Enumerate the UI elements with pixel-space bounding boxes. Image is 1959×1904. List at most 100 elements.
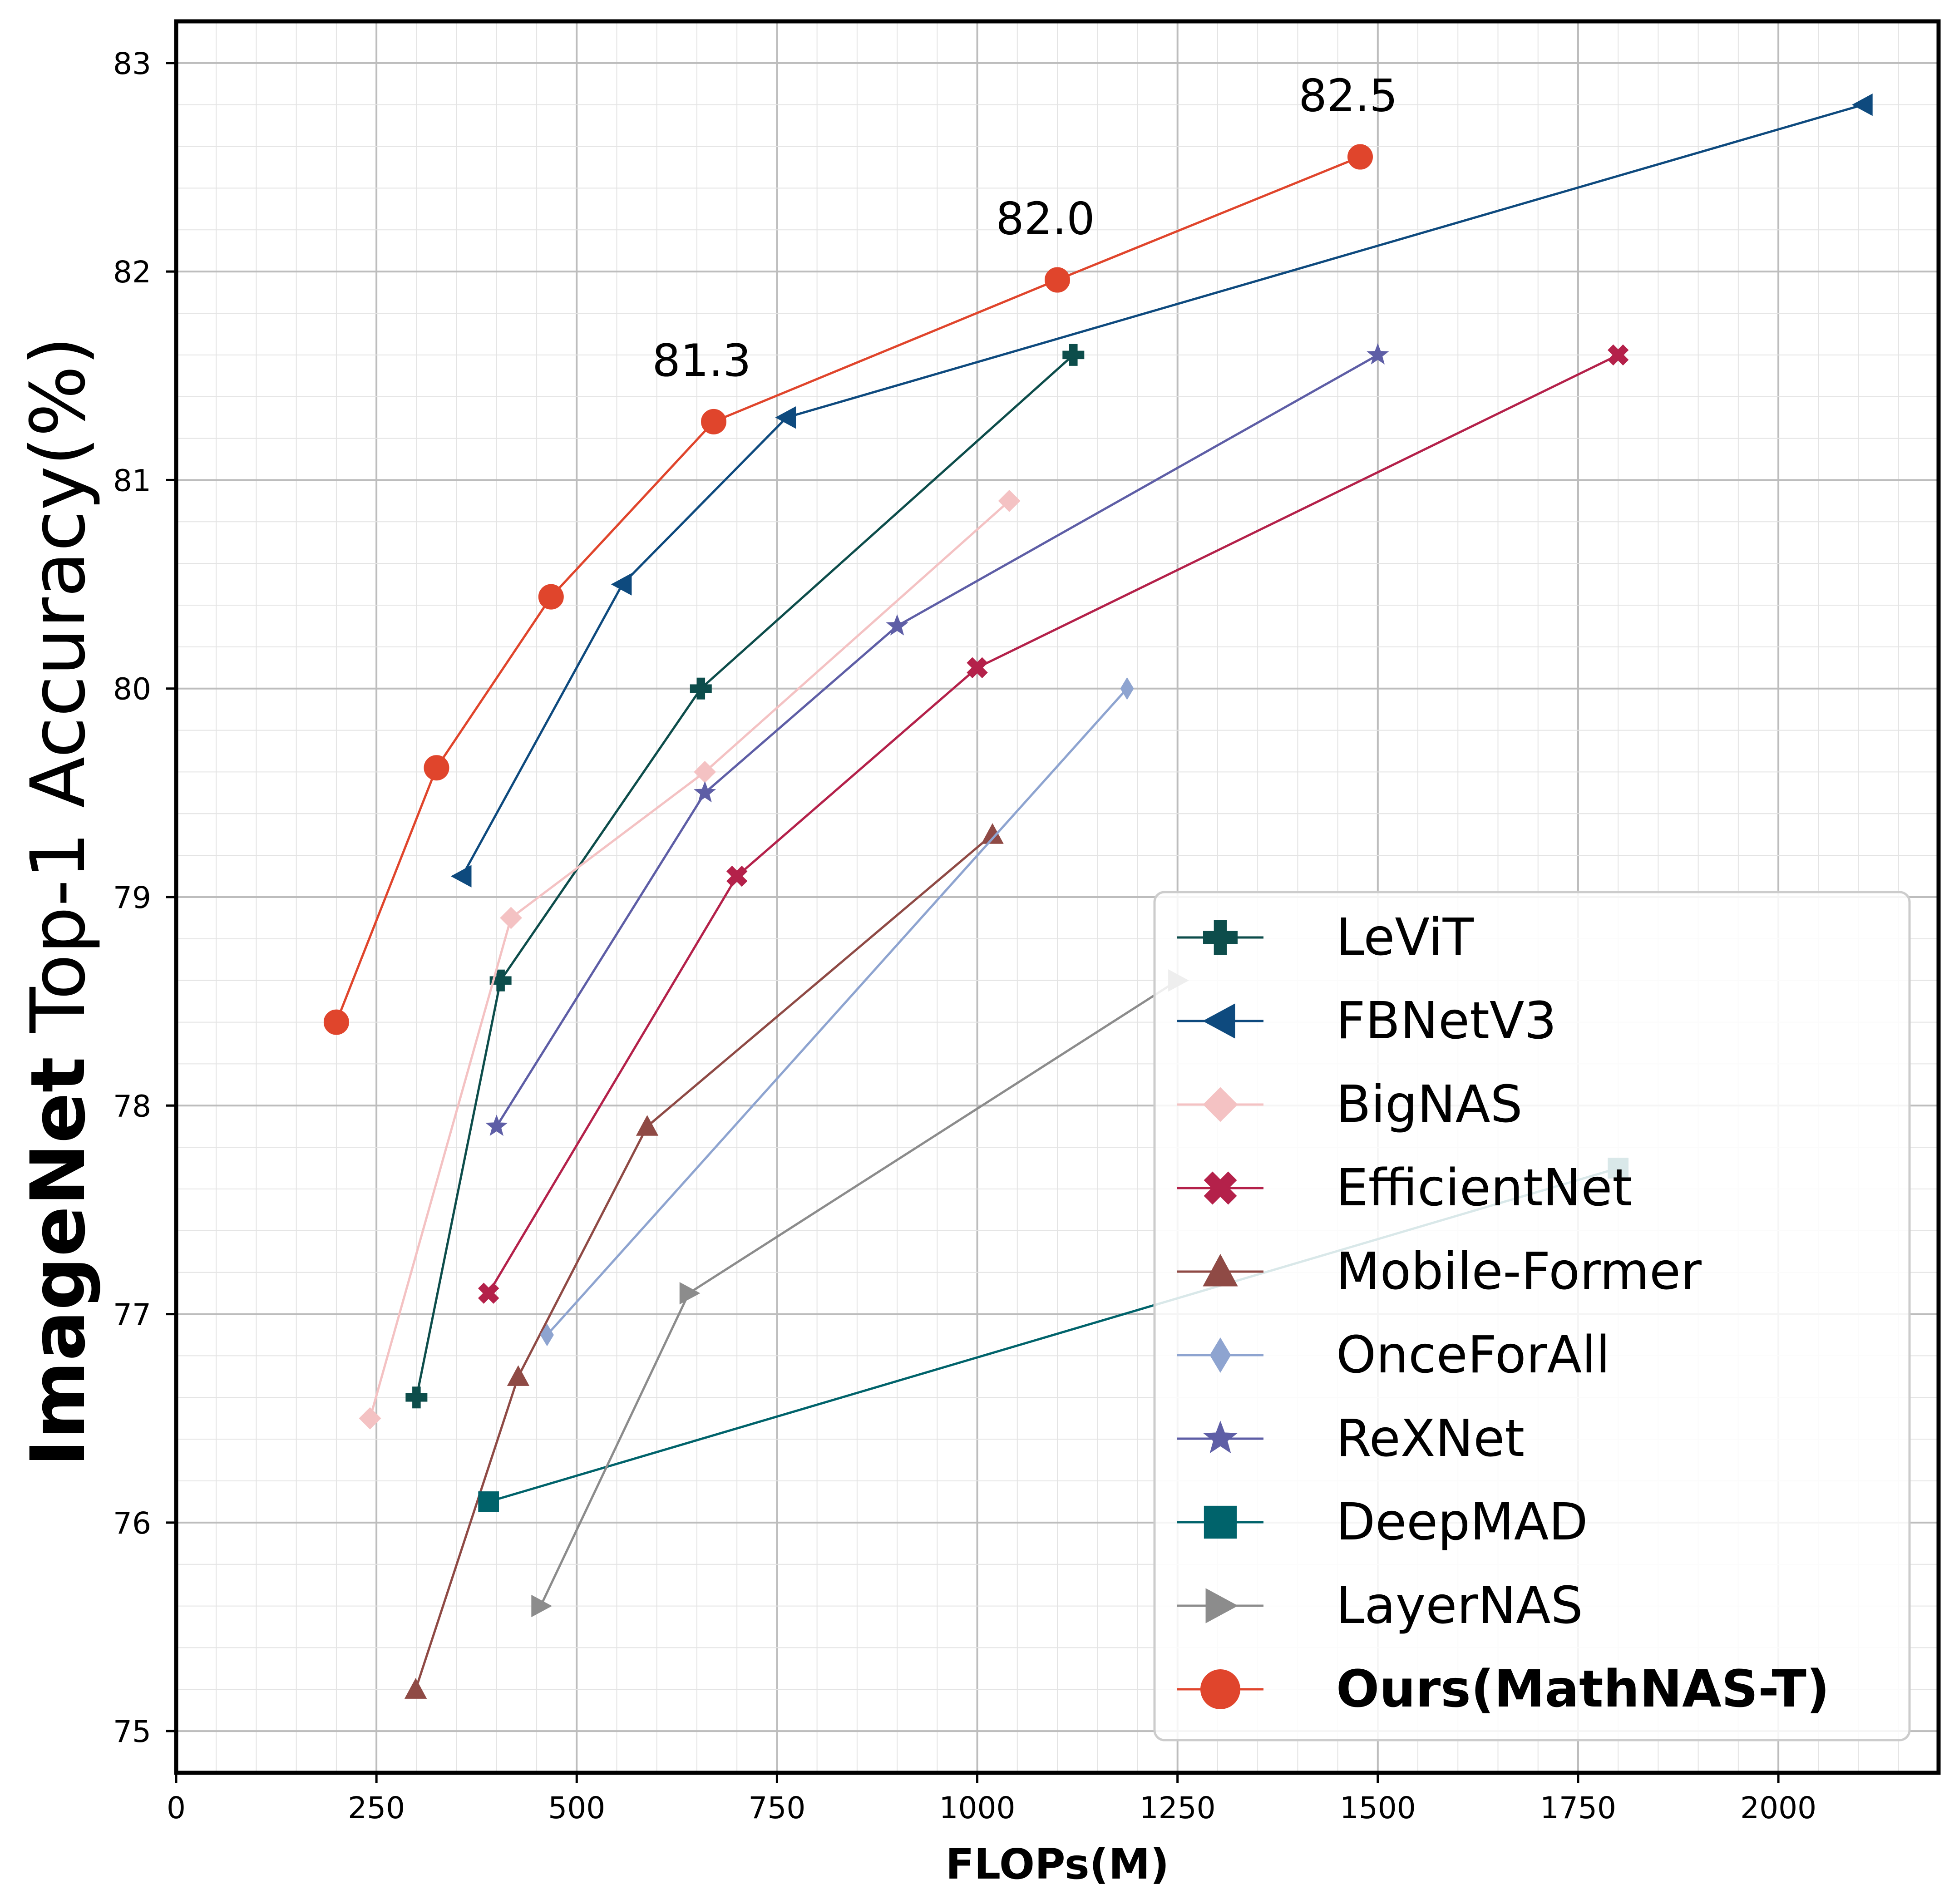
series-layernas: [531, 969, 1189, 1618]
legend-marker: [1204, 1171, 1237, 1205]
data-point-ours-mathnas-t: [701, 409, 727, 434]
data-point-rexnet: [1367, 343, 1389, 365]
y-tick-label: 77: [113, 1297, 151, 1332]
data-point-bignas: [359, 1407, 381, 1430]
legend-item: DeepMAD: [1177, 1493, 1588, 1552]
legend-marker: [1203, 1087, 1238, 1122]
x-tick-label: 500: [548, 1791, 605, 1825]
series-efficientnet: [478, 344, 1629, 1304]
data-point-layernas: [679, 1282, 701, 1305]
data-point-fbnetv3: [450, 865, 472, 888]
data-point-onceforall: [1120, 677, 1134, 700]
series-rexnet: [485, 343, 1389, 1136]
x-tick-label: 0: [167, 1791, 186, 1825]
data-point-mobile-former: [636, 1115, 659, 1136]
data-point-fbnetv3: [611, 573, 632, 596]
legend-item: OnceForAll: [1177, 1326, 1610, 1385]
legend-marker: [1203, 1421, 1238, 1454]
legend-marker: [1203, 920, 1238, 955]
series-line-onceforall: [546, 688, 1128, 1336]
legend-marker: [1202, 1003, 1235, 1039]
legend-marker: [1200, 1669, 1240, 1709]
legend-item: LayerNAS: [1177, 1576, 1583, 1635]
x-tick-label: 1500: [1340, 1791, 1416, 1825]
series-bignas: [359, 489, 1021, 1430]
data-point-efficientnet: [1607, 344, 1629, 366]
data-point-efficientnet: [726, 865, 748, 887]
series-line-efficientnet: [488, 354, 1619, 1294]
data-point-ours-mathnas-t: [323, 1009, 349, 1035]
x-axis-label: FLOPs(M): [946, 1840, 1169, 1889]
data-point-fbnetv3: [775, 406, 796, 429]
y-tick-label: 81: [113, 463, 151, 498]
y-axis-label: ImageNet Top-1 Accuracy(%): [15, 336, 102, 1467]
legend-item: EfficientNet: [1177, 1159, 1632, 1218]
series-levit: [405, 344, 1085, 1409]
y-tick-label: 78: [113, 1089, 151, 1124]
legend-box: [1153, 891, 1911, 1741]
y-tick-label: 79: [113, 880, 151, 915]
legend-item: BigNAS: [1177, 1075, 1523, 1134]
legend: LeViT FBNetV3 BigNAS EfficientNet Mobile-For…: [1153, 891, 1911, 1741]
data-point-onceforall: [540, 1323, 554, 1347]
data-point-efficientnet: [478, 1282, 499, 1304]
data-point-efficientnet: [967, 657, 988, 678]
legend-label: LeViT: [1336, 908, 1474, 967]
data-point-rexnet: [485, 1115, 508, 1136]
legend-item: FBNetV3: [1177, 991, 1557, 1051]
y-tick-label: 76: [113, 1506, 151, 1541]
x-tick-label: 750: [748, 1791, 805, 1825]
data-point-ours-mathnas-t: [1347, 144, 1373, 170]
data-point-layernas: [531, 1594, 552, 1618]
data-point-bignas: [998, 489, 1021, 512]
data-point-ours-mathnas-t: [1045, 267, 1070, 293]
x-tick-label: 1750: [1540, 1791, 1616, 1825]
plot-frame: [174, 19, 1941, 1775]
legend-marker: [1204, 1505, 1237, 1539]
y-axis-label-rest: Top-1 Accuracy(%): [15, 336, 102, 1057]
value-annotation: 82.5: [1298, 70, 1397, 122]
data-point-levit: [405, 1386, 428, 1409]
legend-label: ReXNet: [1336, 1409, 1525, 1468]
data-point-rexnet: [886, 614, 908, 636]
legend-label: Ours(MathNAS-T): [1336, 1660, 1830, 1719]
series-line-fbnetv3: [461, 104, 1864, 877]
data-point-ours-mathnas-t: [538, 584, 564, 610]
annotation-layer: 81.3 82.0 82.5: [652, 70, 1397, 386]
y-tick-label: 75: [113, 1714, 151, 1749]
value-annotation: 82.0: [996, 193, 1095, 245]
x-tick-label: 250: [348, 1791, 405, 1825]
series-mobile-former: [404, 823, 1004, 1699]
legend-label: OnceForAll: [1336, 1326, 1610, 1385]
legend-item: Ours(MathNAS-T): [1177, 1660, 1830, 1719]
legend-label: FBNetV3: [1336, 991, 1557, 1051]
data-point-levit: [1062, 344, 1085, 366]
y-tick-label: 82: [113, 255, 151, 290]
series-line-bignas: [369, 500, 1010, 1419]
y-axis-label-bold: ImageNet: [15, 1057, 102, 1467]
legend-item: Mobile-Former: [1177, 1242, 1702, 1301]
legend-label: BigNAS: [1336, 1075, 1523, 1134]
series-line-ours-mathnas-t: [335, 156, 1361, 1023]
series-line-levit: [415, 354, 1074, 1398]
x-tick-label: 1250: [1140, 1791, 1216, 1825]
legend-item: LeViT: [1177, 908, 1474, 967]
series-line-rexnet: [495, 354, 1379, 1127]
x-tick-label: 1000: [939, 1791, 1016, 1825]
data-point-bignas: [500, 907, 522, 929]
legend-marker: [1209, 1337, 1231, 1373]
legend-item: ReXNet: [1177, 1409, 1525, 1468]
axis-ticks: 0 250 500 750 1000 1250 1500 1750 2000 75 76 77 78 79…: [113, 46, 1816, 1825]
legend-label: LayerNAS: [1336, 1576, 1583, 1635]
y-tick-label: 83: [113, 46, 151, 81]
value-annotation: 81.3: [652, 335, 751, 387]
data-point-mobile-former: [981, 823, 1004, 844]
data-point-levit: [690, 677, 712, 700]
legend-marker: [1205, 1588, 1239, 1623]
legend-marker: [1203, 1253, 1238, 1287]
series-fbnetv3: [450, 94, 1873, 888]
legend-label: Mobile-Former: [1336, 1242, 1702, 1301]
data-point-fbnetv3: [1852, 94, 1873, 116]
data-point-levit: [489, 969, 512, 991]
data-point-mobile-former: [507, 1365, 530, 1386]
